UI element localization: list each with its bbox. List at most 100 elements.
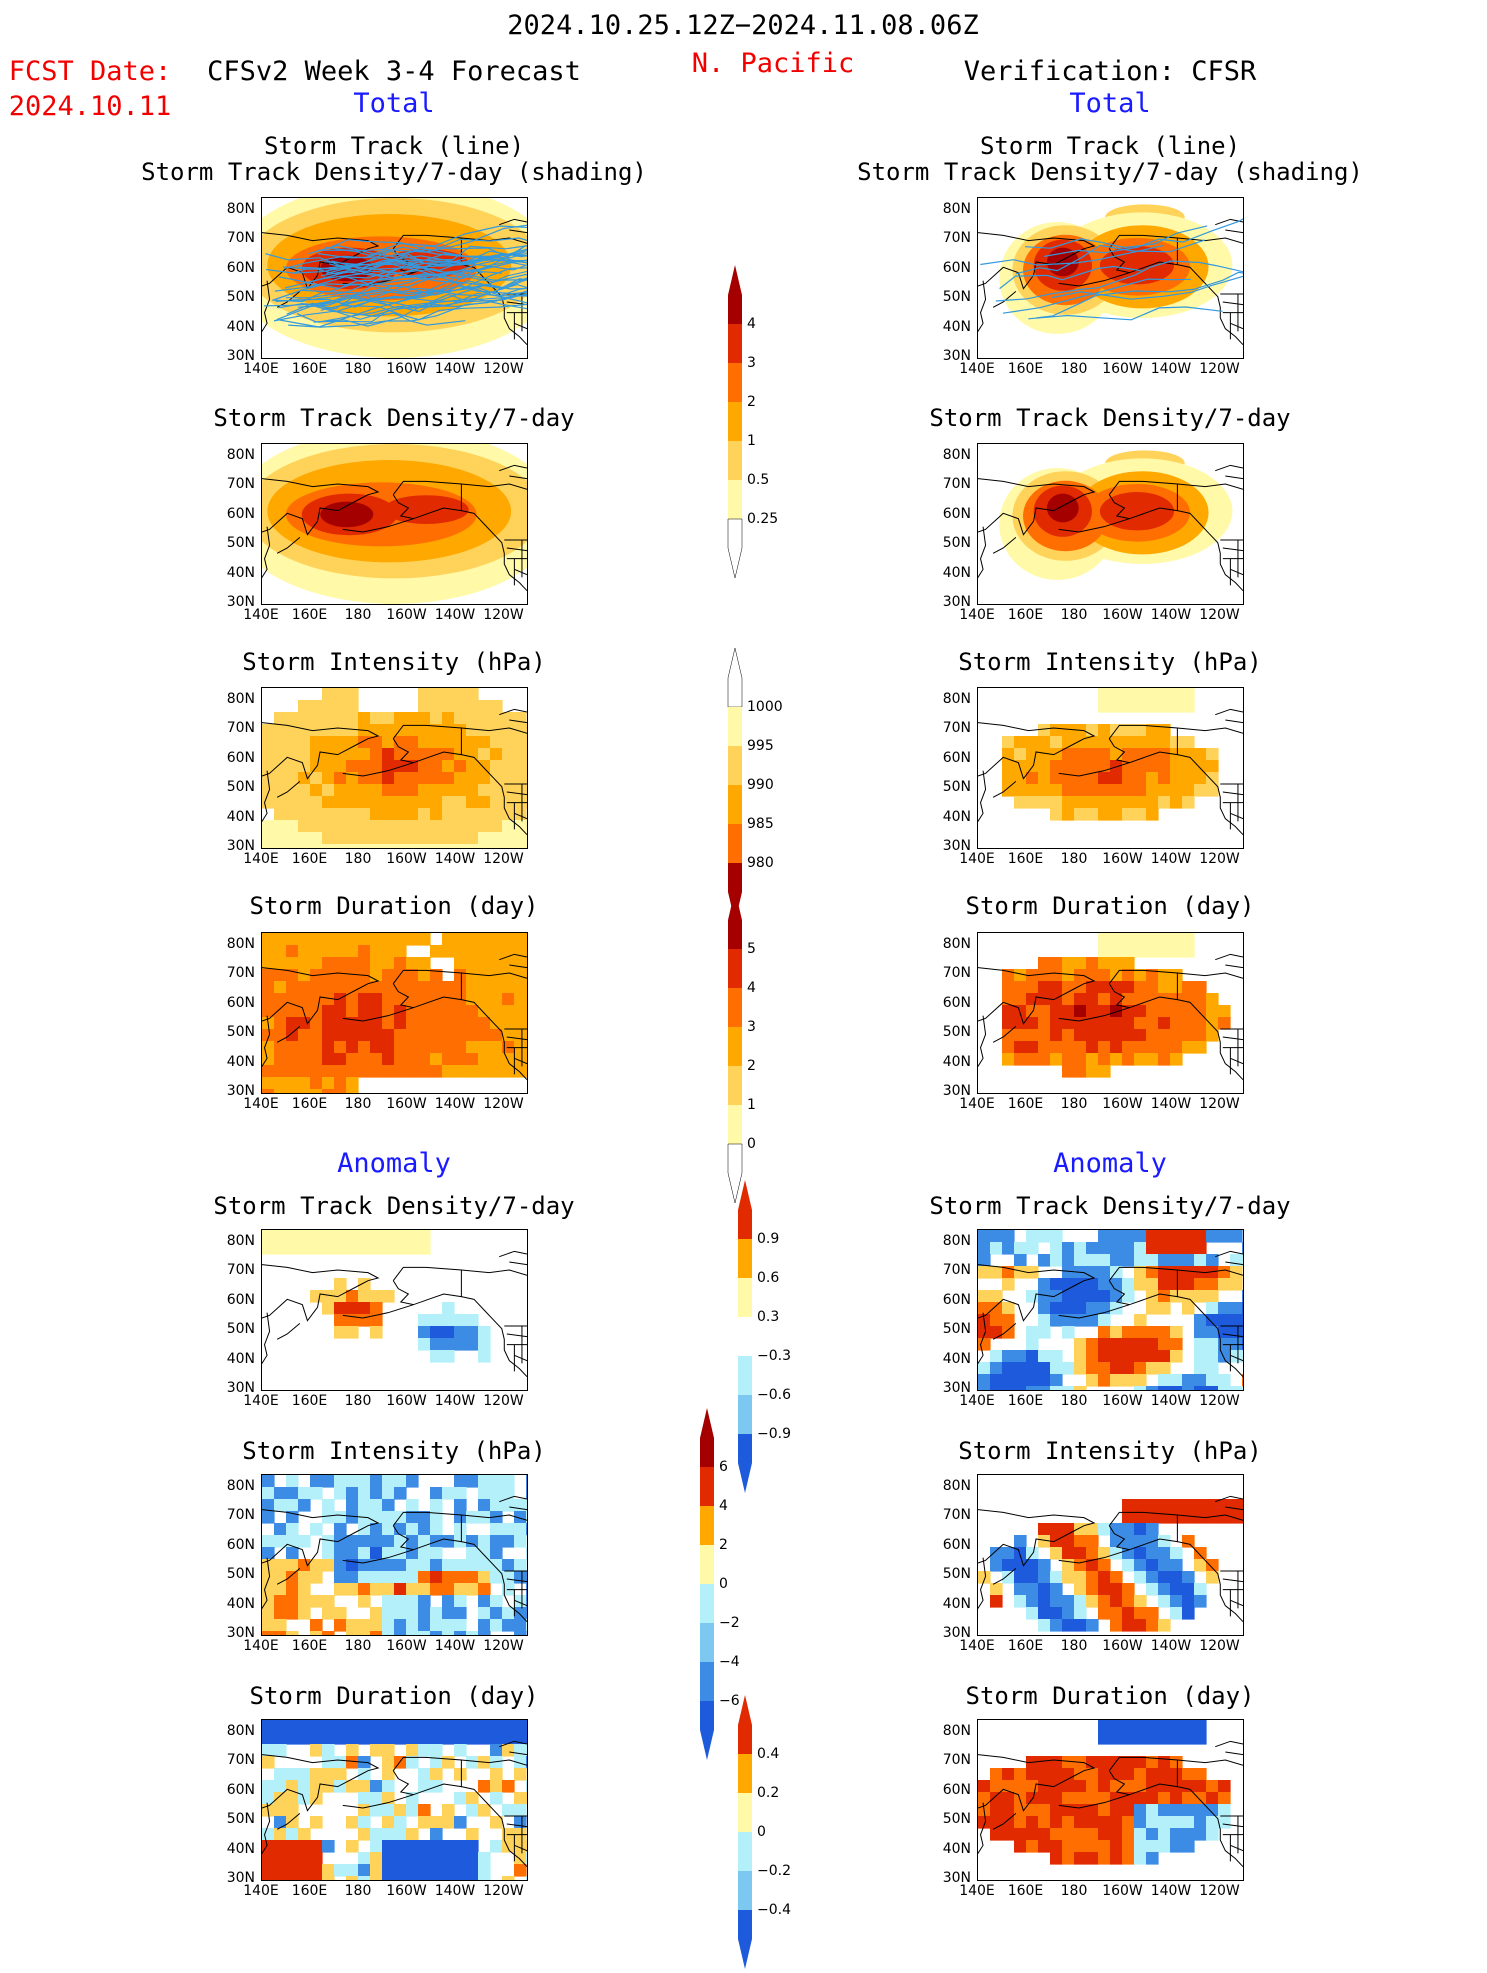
colorbar-label: 0.4 <box>757 1746 780 1762</box>
lon-tick-label: 160E <box>1007 851 1044 867</box>
lon-tick-label: 140W <box>434 361 476 377</box>
lat-tick-label: 50N <box>942 1321 971 1338</box>
lon-tick-label: 140E <box>243 1393 279 1409</box>
colorbar-intensity-total <box>727 647 743 926</box>
shaded-field <box>978 1720 1231 1865</box>
colorbar-label: 0 <box>757 1824 766 1840</box>
lon-tick-label: 160E <box>291 607 328 623</box>
colorbar-label: 0.5 <box>747 472 770 488</box>
lon-tick-label: 140W <box>1150 1883 1192 1899</box>
lat-tick-label: 60N <box>226 994 255 1011</box>
coastline <box>262 1740 527 1868</box>
title-anom-density-left: Storm Track Density/7-day <box>213 1192 575 1220</box>
lon-tick-label: 160E <box>291 1096 328 1112</box>
lat-tick-label: 80N <box>942 1478 971 1494</box>
region-label: N. Pacific <box>691 48 855 79</box>
lon-tick-label: 120W <box>1199 1096 1240 1112</box>
lat-tick-label: 30N <box>942 348 971 364</box>
colorbar-label: 0.3 <box>757 1309 780 1325</box>
map-canvas <box>262 933 527 1093</box>
lat-tick-label: 30N <box>942 1083 971 1099</box>
colorbar-duration-total <box>727 890 743 1207</box>
shaded-field <box>262 1230 491 1363</box>
colorbar-duration-anom <box>737 1695 753 1973</box>
lon-tick-label: 140W <box>434 1883 476 1899</box>
map-canvas <box>978 688 1243 836</box>
colorbar-label: −0.2 <box>757 1863 791 1879</box>
colorbar-intensity-anom <box>699 1408 715 1764</box>
lon-tick-label: 120W <box>483 1393 524 1409</box>
lat-tick-label: 50N <box>942 779 971 796</box>
map-anom-duration-right <box>977 1719 1244 1881</box>
lon-tick-label: 140E <box>243 607 279 623</box>
lon-tick-label: 160E <box>291 1883 328 1899</box>
lat-tick-label: 50N <box>226 1811 255 1828</box>
colorbar-label: 0.2 <box>757 1785 780 1801</box>
lon-tick-label: 160E <box>1007 1883 1044 1899</box>
lon-tick-label: 140E <box>959 1393 995 1409</box>
lat-tick-label: 60N <box>942 1291 971 1308</box>
map-track-right <box>977 197 1244 359</box>
lon-tick-label: 180 <box>1060 361 1088 377</box>
lon-tick-label: 160E <box>1007 361 1044 377</box>
lat-tick-label: 80N <box>226 1478 255 1494</box>
lon-tick-label: 120W <box>483 1096 524 1112</box>
map-anom-density-right <box>977 1229 1244 1391</box>
lon-tick-label: 140E <box>243 1883 279 1899</box>
title-intensity-left: Storm Intensity (hPa) <box>242 648 546 676</box>
lon-tick-label: 120W <box>1199 851 1240 867</box>
forecast-title: CFSv2 Week 3-4 Forecast <box>207 56 581 87</box>
lat-tick-label: 70N <box>942 965 971 982</box>
lat-tick-label: 60N <box>942 1781 971 1798</box>
coastline <box>978 1495 1243 1623</box>
fcst-date-value: 2024.10.11 <box>8 91 172 122</box>
lon-tick-label: 160W <box>386 1638 427 1654</box>
lat-tick-label: 70N <box>226 1262 255 1279</box>
coastline <box>978 708 1243 836</box>
lat-tick-label: 70N <box>942 1507 971 1524</box>
colorbar-canvas <box>700 1408 714 1760</box>
lat-tick-label: 40N <box>226 1350 255 1367</box>
colorbar-label: 4 <box>719 1498 728 1514</box>
title-track-shading-right: Storm Track Density/7-day (shading) <box>857 158 1363 186</box>
lon-tick-label: 180 <box>344 1393 372 1409</box>
lon-tick-label: 120W <box>1199 361 1240 377</box>
colorbar-canvas <box>727 265 743 579</box>
lat-tick-label: 80N <box>226 691 255 707</box>
lon-tick-label: 120W <box>483 1638 524 1654</box>
lon-tick-label: 180 <box>1060 607 1088 623</box>
lat-tick-label: 70N <box>226 476 255 493</box>
lon-tick-label: 160E <box>291 1393 328 1409</box>
coastline <box>978 1740 1243 1868</box>
colorbar-label: 2 <box>719 1537 728 1553</box>
lat-tick-label: 60N <box>942 259 971 276</box>
lat-tick-label: 70N <box>226 965 255 982</box>
lon-tick-label: 140W <box>434 1393 476 1409</box>
lat-tick-label: 50N <box>942 1566 971 1583</box>
colorbar-label: 990 <box>747 777 774 793</box>
lat-tick-label: 80N <box>942 691 971 707</box>
title-anom-intensity-left: Storm Intensity (hPa) <box>242 1437 546 1465</box>
shaded-field <box>978 1230 1243 1390</box>
lat-tick-label: 40N <box>942 808 971 825</box>
lon-tick-label: 120W <box>483 607 524 623</box>
title-intensity-right: Storm Intensity (hPa) <box>958 648 1262 676</box>
lat-tick-label: 30N <box>942 1625 971 1641</box>
map-track-left <box>261 197 528 359</box>
lat-tick-label: 50N <box>226 779 255 796</box>
lat-tick-label: 30N <box>226 348 255 364</box>
lat-tick-label: 60N <box>942 505 971 522</box>
lat-tick-label: 60N <box>226 259 255 276</box>
title-duration-right: Storm Duration (day) <box>965 892 1255 920</box>
colorbar-label: −4 <box>719 1654 740 1670</box>
coastline <box>978 953 1243 1081</box>
lon-tick-label: 140E <box>243 1096 279 1112</box>
lat-tick-label: 80N <box>226 447 255 463</box>
lat-tick-label: 60N <box>942 1536 971 1553</box>
lat-tick-label: 70N <box>942 720 971 737</box>
map-anom-duration-left <box>261 1719 528 1881</box>
lat-tick-label: 70N <box>226 230 255 247</box>
colorbar-canvas <box>727 890 743 1204</box>
lat-tick-label: 70N <box>942 1752 971 1769</box>
lat-tick-label: 30N <box>942 1380 971 1396</box>
